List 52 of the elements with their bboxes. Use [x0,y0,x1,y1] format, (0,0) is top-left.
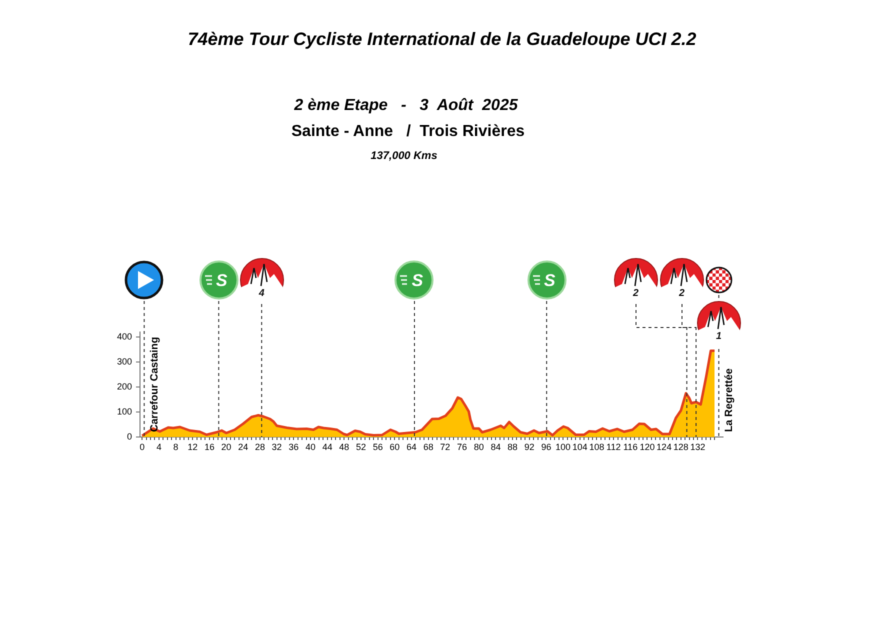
x-tick-label: 96 [541,442,552,452]
x-tick-label: 80 [474,442,484,452]
ref-line-label: Carrefour Castaing [148,336,160,432]
x-tick-label: 124 [656,442,672,452]
x-tick-label: 36 [288,442,299,452]
y-tick-label: 300 [116,356,132,366]
x-tick-label: 120 [640,442,655,452]
x-tick-label: 128 [673,442,688,452]
x-tick-label: 112 [606,442,621,452]
chart-title: 74ème Tour Cycliste International de la Guadeloupe UCI 2.2 [188,29,696,50]
x-tick-label: 52 [356,442,366,452]
x-tick-label: 72 [440,442,450,452]
text: 2 [633,288,639,299]
x-tick-label: 68 [423,442,434,452]
y-tick-label: 200 [116,381,132,392]
x-tick-label: 48 [339,442,350,452]
x-tick-label: 56 [372,442,383,452]
x-tick-label: 12 [188,442,198,452]
x-tick-label: 20 [221,442,232,452]
text: 137,000 Kms [370,150,438,162]
x-tick-label: 44 [322,442,332,452]
x-tick-label: 8 [173,442,178,452]
text: Sainte - Anne / Trois Rivières [291,123,525,141]
x-tick-label: 88 [508,442,518,452]
y-tick-label: 400 [116,331,132,342]
ref-line-label: S [216,270,228,290]
x-tick-label: 28 [254,442,265,452]
x-tick-label: 24 [238,442,248,452]
x-tick-label: 4 [156,442,162,452]
annotation: 1 [716,331,722,342]
text: 2 [679,288,685,299]
x-tick-label: 100 [556,442,571,452]
ref-line-label: La Regrettée [722,368,735,432]
x-tick-label: 0 [140,442,145,452]
x-tick-label: 84 [490,442,501,452]
x-tick-label: 16 [204,442,214,452]
x-tick-label: 64 [406,442,417,452]
x-tick-label: 108 [589,442,604,452]
x-tick-label: 132 [690,442,706,452]
x-tick-label: 76 [457,442,468,452]
x-tick-label: 116 [623,442,638,452]
x-tick-label: 32 [272,442,282,452]
x-tick-label: 92 [524,442,534,452]
text: 4 [258,288,264,299]
ref-line-label: S [544,270,556,290]
y-tick-label: 0 [126,431,132,442]
x-tick-label: 60 [390,442,400,452]
y-tick-label: 100 [116,406,132,416]
ref-line-label: S [412,270,424,290]
x-tick-label: 40 [305,442,316,452]
x-tick-label: 104 [572,442,588,452]
chart-subtitle: 2 ème Etape - 3 Août 2025 [294,97,518,115]
